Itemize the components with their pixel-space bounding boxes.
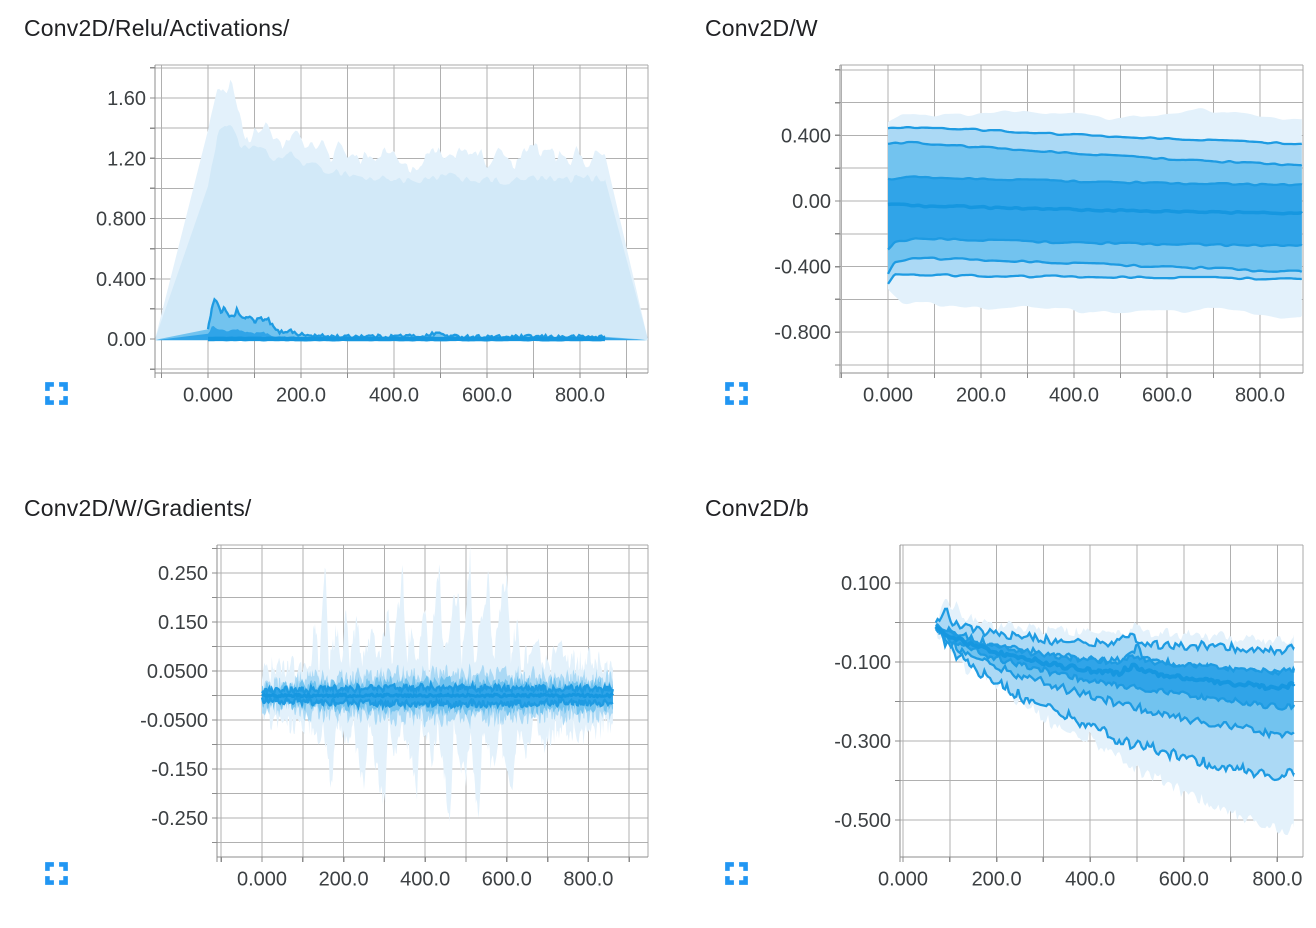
percentile-line — [935, 623, 1295, 740]
y-tick-label: 1.60 — [107, 88, 146, 110]
y-tick-label: 0.250 — [158, 563, 208, 585]
y-tick-label: -0.0500 — [140, 710, 208, 732]
fullscreen-expand-icon — [725, 861, 748, 885]
x-tick-label: 800.0 — [563, 869, 613, 891]
y-tick-label: 0.400 — [781, 125, 831, 147]
x-tick-label: 600.0 — [1142, 385, 1192, 407]
y-tick-label: 0.800 — [96, 209, 146, 231]
x-tick-label: 400.0 — [1065, 869, 1115, 891]
x-tick-label: 0.000 — [183, 385, 233, 407]
axes — [895, 545, 1303, 862]
y-tick-label: -0.150 — [151, 759, 208, 781]
bias-plot-area[interactable] — [900, 545, 1303, 857]
median-line — [887, 202, 1303, 216]
tick-labels: 0.000 200.0 400.0 600.0 800.0 0.250 0.150 0.050… — [140, 563, 613, 891]
percentile-line — [260, 679, 615, 697]
x-tick-label: 200.0 — [972, 869, 1022, 891]
chart-bias: 0.000 200.0 400.0 600.0 800.0 0.100 -0.100 -0.3… — [834, 544, 1304, 891]
x-tick-label: 600.0 — [1159, 869, 1209, 891]
y-tick-label: -0.500 — [834, 810, 891, 832]
chart-weights: 0.000 200.0 400.0 600.0 800.0 0.400 0.00 -0.400… — [774, 64, 1304, 407]
y-tick-label: -0.400 — [774, 257, 831, 279]
distribution-band — [888, 176, 1302, 250]
y-tick-label: 0.100 — [841, 573, 891, 595]
x-tick-label: 600.0 — [462, 385, 512, 407]
percentile-line — [260, 693, 614, 712]
y-tick-label: 0.0500 — [147, 661, 208, 683]
x-tick-label: 0.000 — [237, 869, 287, 891]
percentile-line — [934, 607, 1295, 657]
chart-activations: 0.000 200.0 400.0 600.0 800.0 1.60 1.20 0.800 0.… — [96, 64, 649, 407]
percentile-line — [934, 627, 1295, 711]
fullscreen-expand-icon — [725, 381, 748, 405]
percentile-line — [887, 140, 1303, 167]
x-tick-label: 800.0 — [1252, 869, 1302, 891]
tick-labels: 0.000 200.0 400.0 600.0 800.0 1.60 1.20 0.800 0.… — [96, 88, 605, 407]
y-tick-label: -0.300 — [834, 731, 891, 753]
fullscreen-expand-icon — [45, 861, 68, 885]
tick-labels: 0.000 200.0 400.0 600.0 800.0 0.100 -0.100 -0.3… — [834, 573, 1302, 891]
chart-title-conv2d-w-gradients: Conv2D/W/Gradients/ — [24, 495, 252, 521]
y-tick-label: 0.150 — [158, 612, 208, 634]
y-tick-label: 0.400 — [96, 269, 146, 291]
x-tick-label: 0.000 — [878, 869, 928, 891]
x-tick-label: 800.0 — [555, 385, 605, 407]
x-tick-label: 600.0 — [482, 869, 532, 891]
axes — [212, 545, 648, 862]
percentile-line — [887, 125, 1303, 146]
x-tick-label: 400.0 — [369, 385, 419, 407]
percentile-line — [886, 256, 1303, 275]
y-tick-label: -0.800 — [774, 322, 831, 344]
expand-chart-button-activations[interactable] — [44, 380, 70, 406]
chart-title-conv2d-relu-activations: Conv2D/Relu/Activations/ — [24, 15, 290, 41]
y-tick-label: 0.00 — [107, 329, 146, 351]
axes — [150, 65, 648, 378]
x-tick-label: 0.000 — [863, 385, 913, 407]
x-tick-label: 200.0 — [276, 385, 326, 407]
tick-labels: 0.000 200.0 400.0 600.0 800.0 0.400 0.00 -0.400… — [774, 125, 1285, 406]
percentile-line — [935, 625, 1295, 782]
fullscreen-expand-icon — [45, 381, 68, 405]
distribution-band — [155, 326, 648, 341]
x-tick-label: 800.0 — [1235, 385, 1285, 407]
median-line — [260, 692, 615, 699]
percentile-line — [887, 273, 1302, 285]
activations-plot-area[interactable] — [155, 65, 648, 373]
axes — [835, 65, 1303, 378]
x-tick-label: 200.0 — [956, 385, 1006, 407]
y-tick-label: -0.250 — [151, 808, 208, 830]
x-tick-label: 400.0 — [1049, 385, 1099, 407]
distribution-band — [935, 626, 1294, 710]
percentile-line — [887, 237, 1303, 251]
expand-chart-button-gradients[interactable] — [44, 860, 70, 886]
y-tick-label: -0.100 — [834, 652, 891, 674]
gradients-plot-area[interactable] — [217, 545, 648, 857]
percentile-line — [887, 175, 1303, 187]
weights-plot-area[interactable] — [840, 65, 1303, 373]
y-tick-label: 0.00 — [792, 191, 831, 213]
chart-title-conv2d-w: Conv2D/W — [705, 15, 818, 41]
median-line — [934, 625, 1296, 691]
distribution-band — [155, 125, 648, 340]
expand-chart-button-weights[interactable] — [724, 380, 750, 406]
chart-gradients: 0.000 200.0 400.0 600.0 800.0 0.250 0.150 0.050… — [140, 544, 649, 891]
percentile-line — [935, 625, 1295, 677]
expand-chart-button-bias[interactable] — [724, 860, 750, 886]
x-tick-label: 200.0 — [319, 869, 369, 891]
percentile-line — [206, 297, 606, 341]
x-tick-label: 400.0 — [400, 869, 450, 891]
y-tick-label: 1.20 — [107, 148, 146, 170]
chart-title-conv2d-b: Conv2D/b — [705, 495, 809, 521]
